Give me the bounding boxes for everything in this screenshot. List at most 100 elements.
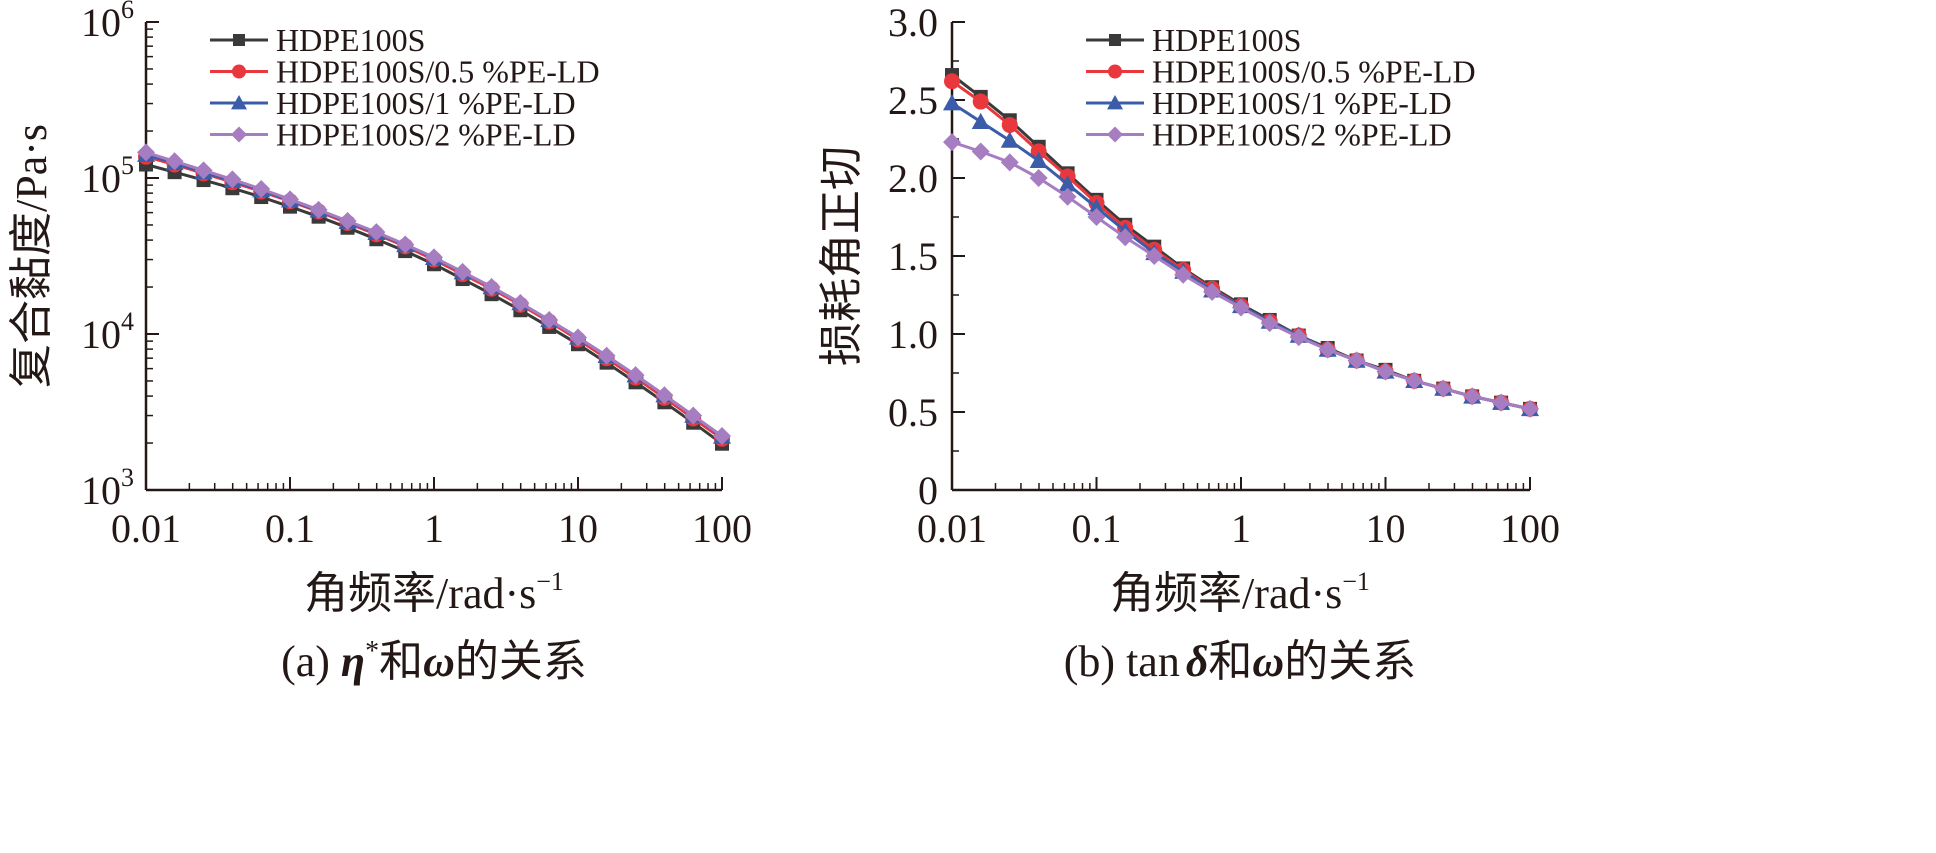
data-point bbox=[972, 93, 989, 110]
x-tick-label: 100 bbox=[1500, 506, 1560, 551]
legend-label: HDPE100S/2 %PE-LD bbox=[1152, 117, 1452, 153]
legend-entry: HDPE100S/0.5 %PE-LD bbox=[210, 54, 600, 90]
data-point bbox=[425, 248, 443, 267]
caption-star-superscript: * bbox=[365, 636, 379, 667]
legend-marker bbox=[1108, 64, 1122, 79]
data-point bbox=[1087, 208, 1106, 226]
data-point bbox=[223, 170, 242, 189]
x-tick-label: 10 bbox=[1366, 506, 1406, 551]
data-point bbox=[1001, 116, 1018, 133]
panel-caption: (a) η*和ω的关系 bbox=[281, 636, 587, 686]
y-tick-exponent: 5 bbox=[121, 151, 134, 180]
caption-omega-symbol: ω bbox=[423, 637, 455, 686]
legend-entry: HDPE100S/1 %PE-LD bbox=[210, 85, 576, 121]
y-tick-label: 106 bbox=[81, 0, 134, 45]
legend-label: HDPE100S/2 %PE-LD bbox=[276, 117, 576, 153]
y-tick-label: 104 bbox=[81, 307, 134, 357]
data-point bbox=[367, 223, 386, 242]
legend-label: HDPE100S/0.5 %PE-LD bbox=[1152, 54, 1476, 90]
data-point bbox=[252, 180, 271, 199]
y-tick-label: 103 bbox=[81, 463, 134, 513]
data-point bbox=[971, 142, 990, 161]
legend-marker bbox=[232, 64, 246, 79]
legend-label: HDPE100S/0.5 %PE-LD bbox=[276, 54, 600, 90]
caption-omega-symbol: ω bbox=[1252, 637, 1284, 686]
x-tick-label: 0.01 bbox=[111, 506, 181, 551]
y-tick-exponent: 4 bbox=[121, 307, 134, 336]
x-tick-label: 1 bbox=[1231, 506, 1251, 551]
x-axis-label-text: 角频率/rad·s bbox=[304, 569, 536, 618]
legend-entry: HDPE100S/1 %PE-LD bbox=[1086, 85, 1452, 121]
legend-label: HDPE100S/1 %PE-LD bbox=[1152, 85, 1452, 121]
x-tick-label: 0.01 bbox=[917, 506, 987, 551]
legend-marker bbox=[1109, 34, 1121, 46]
data-point bbox=[1116, 228, 1135, 247]
data-point bbox=[1232, 298, 1250, 317]
legend-entry: HDPE100S/0.5 %PE-LD bbox=[1086, 54, 1476, 90]
data-point bbox=[943, 133, 961, 152]
data-point bbox=[597, 346, 616, 365]
legend-marker bbox=[231, 126, 247, 143]
legend-marker bbox=[233, 34, 245, 46]
y-tick-label: 1.5 bbox=[888, 234, 938, 279]
panel-b-loss-tangent-chart: 0.01 0.1 1 10 100 0 0.5 1.0 1.5 2.0 2.5 3.0 损耗角正切角频率… bbox=[817, 0, 1560, 686]
legend-marker bbox=[231, 95, 247, 110]
data-point bbox=[1521, 399, 1539, 418]
legend-entry: HDPE100S bbox=[210, 22, 425, 58]
legend-entry: HDPE100S/2 %PE-LD bbox=[1086, 117, 1452, 153]
y-tick-label: 0 bbox=[918, 468, 938, 513]
data-point bbox=[1030, 143, 1047, 160]
y-tick-base: 10 bbox=[81, 0, 121, 45]
series-line bbox=[145, 163, 723, 445]
y-tick-label: 0.5 bbox=[888, 390, 938, 435]
data-point bbox=[1058, 187, 1077, 206]
legend-label: HDPE100S bbox=[1152, 22, 1301, 58]
x-tick-label: 0.1 bbox=[265, 506, 315, 551]
data-point bbox=[943, 94, 961, 111]
data-point bbox=[453, 262, 472, 281]
data-point bbox=[1463, 387, 1482, 406]
y-axis-label: 复合黏度/Pa·s bbox=[7, 124, 56, 388]
legend-label: HDPE100S bbox=[276, 22, 425, 58]
data-point bbox=[1347, 351, 1366, 370]
caption-prefix: (a) bbox=[281, 637, 341, 686]
data-point bbox=[1087, 198, 1106, 215]
x-tick-label: 100 bbox=[692, 506, 752, 551]
data-point bbox=[971, 112, 990, 130]
x-axis-label-text: 角频率/rad·s bbox=[1110, 569, 1342, 618]
caption-and: 和 bbox=[379, 637, 423, 686]
x-tick-label: 0.1 bbox=[1072, 506, 1122, 551]
legend-entry: HDPE100S/2 %PE-LD bbox=[210, 117, 576, 153]
data-point bbox=[1376, 362, 1395, 381]
series-line bbox=[145, 155, 723, 441]
data-point bbox=[1058, 175, 1077, 192]
y-tick-base: 10 bbox=[81, 312, 121, 357]
data-point bbox=[338, 212, 357, 231]
data-point bbox=[1029, 169, 1048, 187]
data-point bbox=[396, 235, 415, 254]
data-point bbox=[1434, 379, 1453, 398]
caption-delta-symbol: δ bbox=[1186, 637, 1209, 686]
panel-caption: (b) tan δ和ω的关系 bbox=[1064, 637, 1416, 686]
data-point bbox=[1029, 151, 1048, 169]
y-tick-exponent: 3 bbox=[121, 463, 134, 492]
series-line bbox=[145, 153, 723, 438]
data-point bbox=[944, 73, 960, 90]
data-point bbox=[1000, 131, 1019, 148]
data-point bbox=[1000, 153, 1019, 172]
y-tick-label: 2.5 bbox=[888, 78, 938, 123]
data-point bbox=[1260, 314, 1279, 333]
data-point bbox=[569, 328, 587, 347]
data-point bbox=[626, 366, 645, 385]
data-point bbox=[1492, 393, 1511, 412]
data-point bbox=[1145, 247, 1164, 265]
y-tick-base: 10 bbox=[81, 468, 121, 513]
data-point bbox=[1174, 265, 1193, 284]
data-point bbox=[1203, 282, 1222, 301]
data-point bbox=[1289, 328, 1308, 347]
caption-and: 和 bbox=[1208, 637, 1252, 686]
data-point bbox=[137, 143, 155, 162]
data-point bbox=[511, 294, 530, 313]
caption-eta-symbol: η bbox=[341, 637, 365, 686]
